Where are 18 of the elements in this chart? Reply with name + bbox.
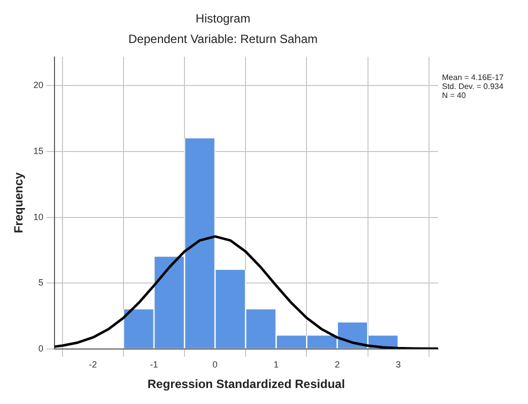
x-tick-label: 2 bbox=[334, 360, 340, 370]
x-tick-label: 1 bbox=[274, 360, 279, 370]
chart-title: Histogram bbox=[196, 12, 250, 26]
text: Mean = 4.16E-17 bbox=[442, 72, 504, 82]
y-tick-label: 20 bbox=[33, 80, 44, 90]
y-tick-label: 10 bbox=[33, 212, 44, 222]
x-tick-label: 3 bbox=[396, 360, 401, 370]
y-axis-title: Frequency bbox=[12, 172, 26, 234]
y-tick-label: 5 bbox=[38, 278, 44, 288]
x-tick-label: -1 bbox=[150, 360, 158, 370]
x-axis-title: Regression Standardized Residual bbox=[148, 377, 345, 392]
chart-subtitle: Dependent Variable: Return Saham bbox=[128, 32, 318, 46]
y-tick-label: 15 bbox=[33, 146, 44, 156]
y-tick-label: 0 bbox=[38, 343, 44, 354]
x-tick-label: 0 bbox=[212, 360, 218, 370]
x-tick-label: -2 bbox=[88, 360, 97, 370]
text: N = 40 bbox=[442, 90, 466, 100]
text: Std. Dev. = 0.934 bbox=[442, 82, 504, 91]
